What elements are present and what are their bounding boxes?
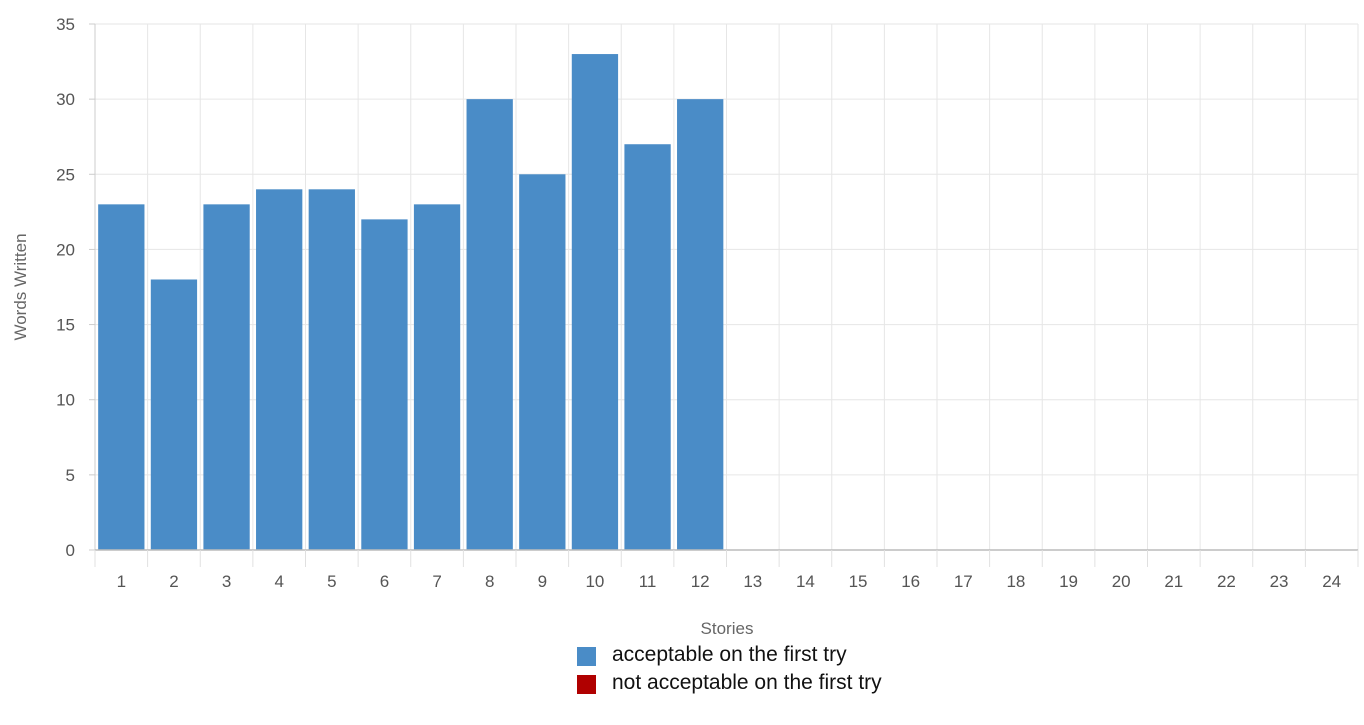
x-tick-label: 2 xyxy=(169,572,178,591)
x-tick-label: 4 xyxy=(274,572,283,591)
legend-swatch-not-acceptable xyxy=(577,675,596,694)
x-tick-label: 12 xyxy=(691,572,710,591)
bar[interactable] xyxy=(203,204,250,551)
bar[interactable] xyxy=(519,174,566,551)
y-tick-label: 35 xyxy=(56,15,75,34)
bar[interactable] xyxy=(308,189,355,551)
x-tick-label: 18 xyxy=(1006,572,1025,591)
x-tick-label: 7 xyxy=(432,572,441,591)
y-tick-label: 5 xyxy=(66,466,75,485)
x-tick-label: 8 xyxy=(485,572,494,591)
legend-label-acceptable: acceptable on the first try xyxy=(612,643,847,666)
y-tick-label: 25 xyxy=(56,165,75,184)
y-tick-label: 30 xyxy=(56,90,75,109)
legend-item-not-acceptable[interactable]: not acceptable on the first try xyxy=(577,672,917,694)
x-tick-label: 6 xyxy=(380,572,389,591)
bar[interactable] xyxy=(571,54,619,551)
x-tick-label: 21 xyxy=(1164,572,1183,591)
bar[interactable] xyxy=(413,204,461,551)
bars xyxy=(98,54,724,551)
x-tick-label: 9 xyxy=(538,572,547,591)
x-tick-label: 19 xyxy=(1059,572,1078,591)
grid-lines xyxy=(94,23,1359,550)
x-tick-label: 22 xyxy=(1217,572,1236,591)
x-tick-label: 10 xyxy=(585,572,604,591)
y-axis-ticks: 0 5 10 15 20 25 30 35 xyxy=(56,15,95,560)
x-tick-label: 13 xyxy=(743,572,762,591)
x-tick-label: 16 xyxy=(901,572,920,591)
x-axis-ticks: 1 2 3 4 5 6 7 8 9 10 11 12 13 14 15 16 17 18 19 20 21 22 23 24 xyxy=(94,550,1359,591)
legend-swatch-acceptable xyxy=(577,647,596,666)
y-tick-label: 0 xyxy=(66,541,75,560)
x-tick-label: 24 xyxy=(1322,572,1341,591)
x-tick-label: 5 xyxy=(327,572,336,591)
y-tick-label: 20 xyxy=(56,240,75,259)
bar[interactable] xyxy=(677,99,724,551)
x-tick-label: 17 xyxy=(954,572,973,591)
bar[interactable] xyxy=(624,144,671,550)
bar[interactable] xyxy=(256,189,303,551)
legend-item-acceptable[interactable]: acceptable on the first try xyxy=(577,644,917,666)
x-axis-title: Stories xyxy=(701,619,754,638)
bar[interactable] xyxy=(98,204,145,551)
bar[interactable] xyxy=(361,219,408,550)
y-tick-label: 15 xyxy=(56,316,75,335)
x-tick-label: 23 xyxy=(1270,572,1289,591)
x-tick-label: 15 xyxy=(849,572,868,591)
bar[interactable] xyxy=(150,279,198,550)
legend: acceptable on the first try not acceptab… xyxy=(577,644,917,700)
bar[interactable] xyxy=(466,99,513,551)
y-axis-title: Words Written xyxy=(11,233,30,340)
x-tick-label: 1 xyxy=(117,572,126,591)
x-tick-label: 11 xyxy=(639,572,657,591)
x-tick-label: 20 xyxy=(1112,572,1131,591)
legend-label-not-acceptable: not acceptable on the first try xyxy=(612,671,882,694)
x-tick-label: 14 xyxy=(796,572,815,591)
y-tick-label: 10 xyxy=(56,391,75,410)
x-tick-label: 3 xyxy=(222,572,231,591)
